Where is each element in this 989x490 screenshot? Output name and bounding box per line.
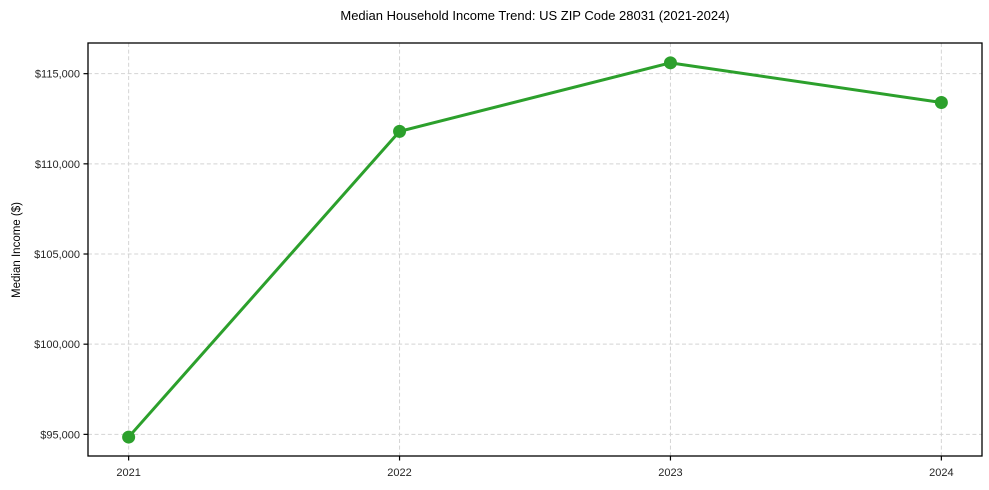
x-tick-label: 2022 xyxy=(387,467,411,479)
y-tick-label: $115,000 xyxy=(35,69,80,81)
x-tick-label: 2023 xyxy=(658,467,682,479)
x-tick-label: 2024 xyxy=(929,467,953,479)
y-tick-label: $110,000 xyxy=(35,159,80,171)
chart-title: Median Household Income Trend: US ZIP Co… xyxy=(340,8,730,23)
trend-line xyxy=(127,61,943,439)
plot-border xyxy=(87,42,983,457)
data-point xyxy=(122,430,136,444)
data-point xyxy=(934,96,948,110)
x-tick-label: 2021 xyxy=(116,467,140,479)
y-tick-label: $105,000 xyxy=(34,249,80,261)
y-tick-label: $100,000 xyxy=(34,339,80,351)
y-tick-label: $95,000 xyxy=(40,429,80,441)
data-point xyxy=(663,56,677,70)
data-point xyxy=(393,124,407,138)
